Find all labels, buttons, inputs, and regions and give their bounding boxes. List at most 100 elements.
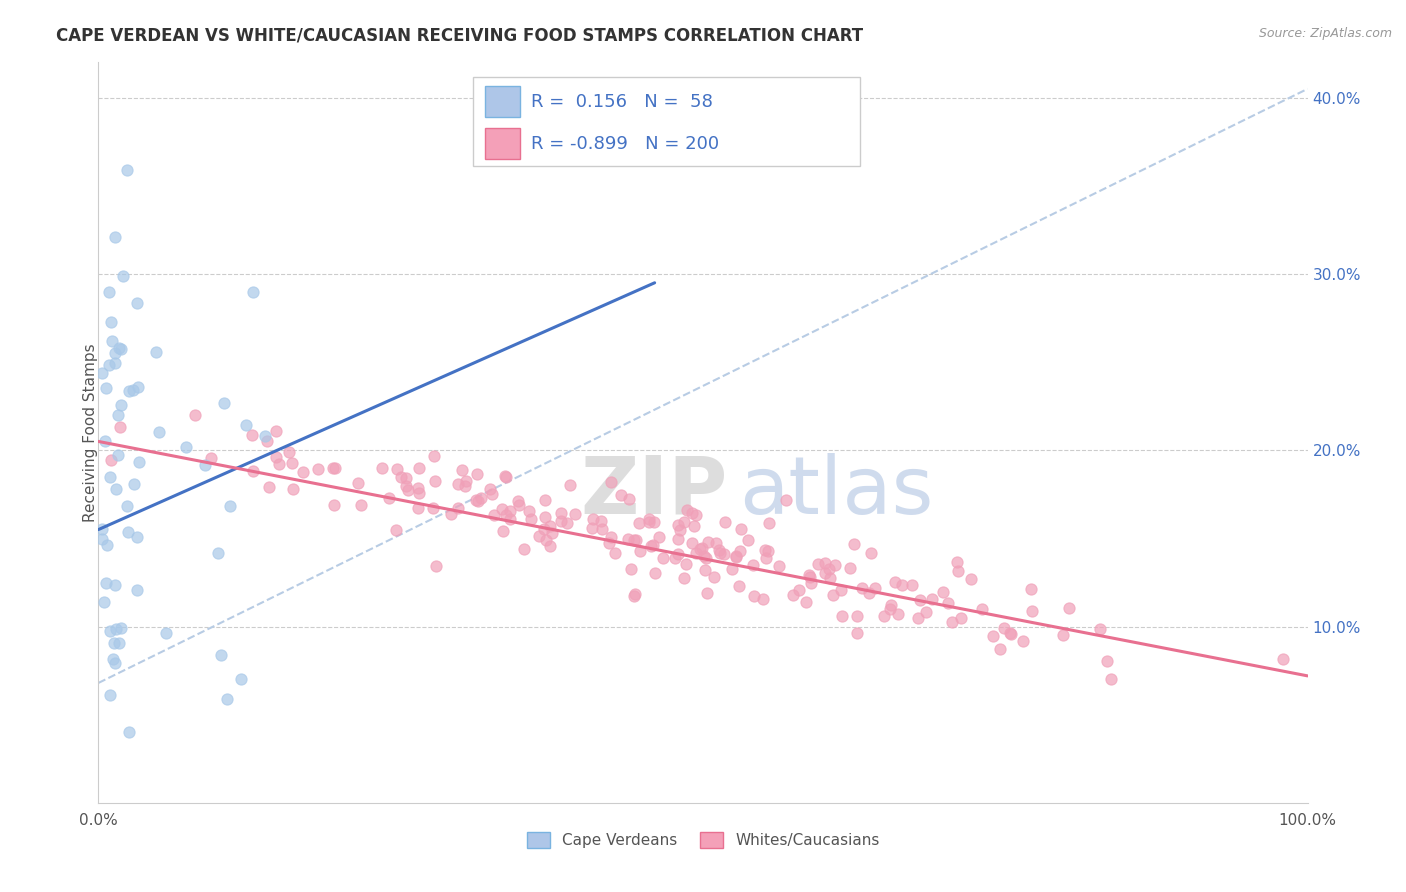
Point [447,501,470,516]
Point [821,588,844,602]
Point [111,268,134,283]
Point [890,578,912,592]
Point [993,622,1015,636]
Point [1019,582,1042,596]
Point [581,521,603,535]
Point [600,475,623,490]
Point [807,558,830,572]
Point [1272,651,1295,665]
Point [724,549,747,564]
Point [93,594,115,608]
Point [830,583,852,598]
Point [322,460,344,475]
Point [730,544,752,558]
Point [824,558,846,572]
Point [115,500,138,514]
Point [946,564,969,578]
Point [103,652,125,666]
Point [538,518,561,533]
Point [851,581,873,595]
Point [742,589,765,603]
Point [1099,673,1122,687]
Point [127,380,149,394]
Point [752,591,775,606]
Point [960,572,983,586]
Point [456,474,478,488]
Point [1057,601,1080,615]
Text: CAPE VERDEAN VS WHITE/CAUCASIAN RECEIVING FOOD STAMPS CORRELATION CHART: CAPE VERDEAN VS WHITE/CAUCASIAN RECEIVIN… [56,27,863,45]
Point [704,536,727,550]
Point [491,502,513,516]
Point [350,498,373,512]
Point [107,408,129,422]
Point [215,691,238,706]
Point [1011,634,1033,648]
Point [1088,622,1111,636]
Point [695,550,717,565]
Point [628,543,651,558]
Point [370,460,392,475]
Point [96,576,118,591]
Point [495,508,517,523]
Point [643,538,665,552]
Point [782,588,804,602]
Point [174,440,197,454]
Point [323,460,346,475]
Point [1021,604,1043,618]
Point [395,479,418,493]
Point [800,576,823,591]
Point [283,482,305,496]
Point [98,624,121,638]
Point [425,558,447,573]
Point [110,621,132,635]
Point [713,515,735,529]
Text: atlas: atlas [740,453,934,531]
Point [91,532,114,546]
Point [609,488,631,502]
Point [846,609,869,624]
Point [242,285,264,299]
Point [672,515,695,529]
Point [768,558,790,573]
Point [101,334,124,349]
Point [797,567,820,582]
Point [755,550,778,565]
Point [97,359,120,373]
Point [693,563,716,577]
Point [117,384,139,398]
Point [600,529,623,543]
Point [454,479,477,493]
Point [538,539,561,553]
Point [484,508,506,522]
Point [447,477,470,491]
Point [384,524,406,538]
Point [664,551,686,566]
Point [879,602,901,616]
Point [724,549,747,563]
Point [727,579,749,593]
Point [93,434,115,448]
Point [859,546,882,560]
Point [794,595,817,609]
Point [863,581,886,595]
Point [148,425,170,439]
Point [1052,627,1074,641]
Point [582,512,605,526]
Point [266,424,288,438]
Point [737,533,759,547]
Point [98,688,121,702]
Point [450,463,472,477]
Point [98,469,121,483]
Point [775,493,797,508]
Point [108,420,131,434]
Point [389,470,412,484]
Point [377,491,399,506]
Point [533,522,555,536]
Point [385,462,408,476]
Point [787,583,810,598]
Point [259,480,281,494]
Point [818,562,841,576]
Point [184,408,207,422]
Point [981,629,1004,643]
Point [1000,627,1022,641]
